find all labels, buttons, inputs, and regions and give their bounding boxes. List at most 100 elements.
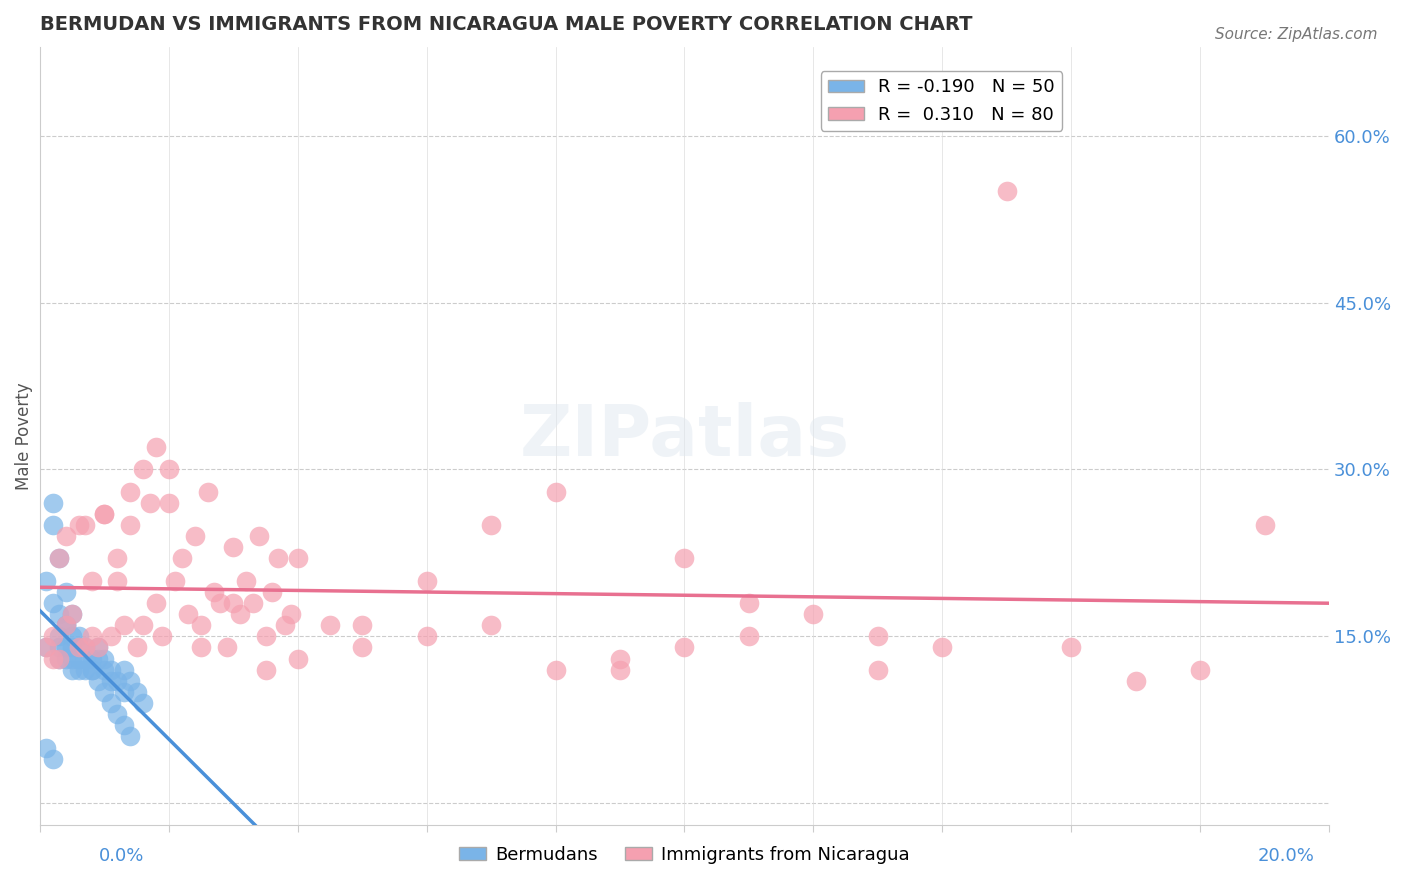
Point xyxy=(112,618,135,632)
Point xyxy=(673,551,696,566)
Point xyxy=(42,596,65,610)
Point xyxy=(100,673,122,688)
Point xyxy=(67,518,90,533)
Point xyxy=(120,484,142,499)
Point xyxy=(132,462,155,476)
Point xyxy=(415,574,437,588)
Point xyxy=(170,551,193,566)
Point xyxy=(215,640,238,655)
Point xyxy=(100,696,122,710)
Point xyxy=(866,663,889,677)
Point xyxy=(80,629,103,643)
Point xyxy=(479,618,502,632)
Point xyxy=(319,618,342,632)
Point xyxy=(415,629,437,643)
Point xyxy=(55,640,77,655)
Point xyxy=(67,640,90,655)
Point xyxy=(120,518,142,533)
Point xyxy=(738,596,761,610)
Point xyxy=(35,640,58,655)
Point xyxy=(197,484,219,499)
Point xyxy=(55,618,77,632)
Point xyxy=(287,551,309,566)
Point xyxy=(120,673,142,688)
Point xyxy=(995,184,1018,198)
Point xyxy=(42,518,65,533)
Point xyxy=(42,651,65,665)
Point xyxy=(105,551,128,566)
Point xyxy=(267,551,290,566)
Point xyxy=(287,651,309,665)
Point xyxy=(177,607,200,621)
Point xyxy=(93,663,115,677)
Point xyxy=(35,740,58,755)
Point xyxy=(48,651,70,665)
Point xyxy=(73,651,96,665)
Point xyxy=(60,629,83,643)
Point xyxy=(87,651,110,665)
Point xyxy=(55,584,77,599)
Point xyxy=(42,629,65,643)
Point xyxy=(165,574,187,588)
Point xyxy=(80,574,103,588)
Point xyxy=(112,685,135,699)
Point xyxy=(145,596,167,610)
Point xyxy=(93,507,115,521)
Point xyxy=(125,640,148,655)
Point xyxy=(73,518,96,533)
Point xyxy=(60,663,83,677)
Point xyxy=(80,663,103,677)
Point xyxy=(254,663,277,677)
Point xyxy=(73,640,96,655)
Point xyxy=(67,651,90,665)
Point xyxy=(1125,673,1147,688)
Point xyxy=(274,618,297,632)
Point xyxy=(100,629,122,643)
Point xyxy=(55,618,77,632)
Point xyxy=(60,640,83,655)
Point xyxy=(1060,640,1083,655)
Point xyxy=(157,462,180,476)
Point xyxy=(48,551,70,566)
Point xyxy=(222,541,245,555)
Text: 20.0%: 20.0% xyxy=(1258,847,1315,865)
Point xyxy=(48,551,70,566)
Point xyxy=(229,607,252,621)
Point xyxy=(931,640,953,655)
Point xyxy=(55,529,77,543)
Point xyxy=(67,663,90,677)
Point xyxy=(48,607,70,621)
Point xyxy=(202,584,225,599)
Point xyxy=(609,663,631,677)
Point xyxy=(247,529,270,543)
Point xyxy=(222,596,245,610)
Point xyxy=(352,618,374,632)
Point xyxy=(112,663,135,677)
Point xyxy=(73,640,96,655)
Point xyxy=(132,618,155,632)
Point xyxy=(73,663,96,677)
Point xyxy=(803,607,825,621)
Point xyxy=(87,640,110,655)
Point xyxy=(544,484,567,499)
Point xyxy=(60,607,83,621)
Point xyxy=(138,496,160,510)
Point xyxy=(190,640,212,655)
Point xyxy=(105,707,128,722)
Point xyxy=(479,518,502,533)
Point xyxy=(60,607,83,621)
Point xyxy=(1189,663,1212,677)
Point xyxy=(42,496,65,510)
Point xyxy=(87,673,110,688)
Text: Source: ZipAtlas.com: Source: ZipAtlas.com xyxy=(1215,27,1378,42)
Point xyxy=(125,685,148,699)
Point xyxy=(152,629,174,643)
Point xyxy=(55,618,77,632)
Point xyxy=(35,574,58,588)
Point xyxy=(42,752,65,766)
Legend: R = -0.190   N = 50, R =  0.310   N = 80: R = -0.190 N = 50, R = 0.310 N = 80 xyxy=(821,71,1062,131)
Y-axis label: Male Poverty: Male Poverty xyxy=(15,383,32,490)
Point xyxy=(254,629,277,643)
Point xyxy=(120,730,142,744)
Point xyxy=(183,529,205,543)
